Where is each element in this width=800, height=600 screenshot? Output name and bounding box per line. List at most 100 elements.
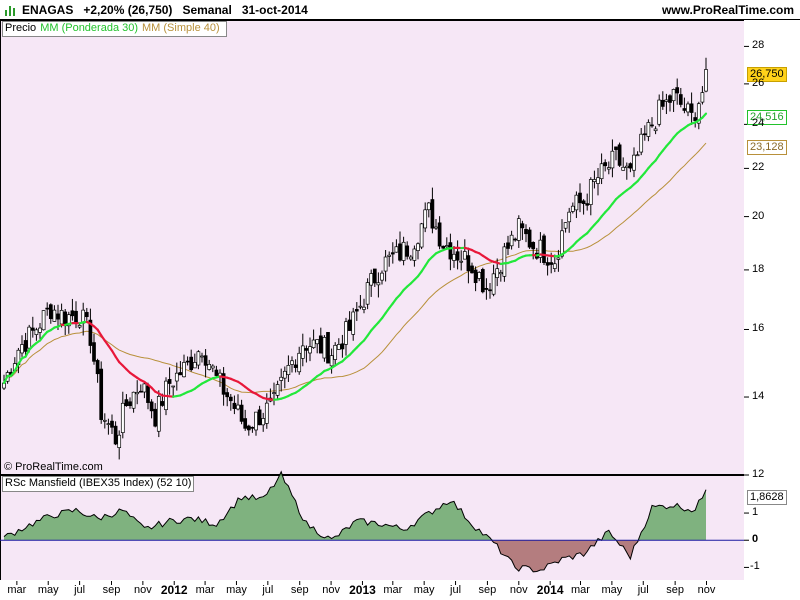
candle-body (470, 265, 474, 274)
candle-body (347, 319, 352, 331)
candle-body (225, 392, 230, 398)
candle-body (250, 426, 255, 429)
candle-body (686, 103, 690, 113)
mm30-segment (17, 357, 24, 365)
period-label: Semanal (182, 3, 232, 17)
candle-body (228, 396, 233, 402)
candle-body (30, 327, 35, 331)
candle-body (214, 369, 219, 376)
candle-body (455, 251, 460, 261)
candle-body (459, 260, 464, 263)
candle-body (416, 243, 420, 251)
time-tick-label: sep (290, 584, 309, 596)
candle-body (624, 165, 629, 168)
candle-body (362, 306, 366, 310)
time-tick-label: may (601, 584, 623, 596)
indicator-legend: RSc Mansfield (IBEX35 Index) (52 10) (2, 476, 195, 492)
rsc-positive-area (4, 471, 706, 541)
price-tick-label: 26 (752, 76, 765, 89)
candle-body (372, 268, 377, 284)
candle-body (48, 304, 53, 319)
candle-body (704, 69, 708, 92)
price-tick-label: 16 (752, 322, 765, 335)
header-info: ENAGAS +2,20% (26,750) Semanal 31-oct-20… (22, 3, 308, 17)
candle-body (23, 340, 28, 352)
candle-body (52, 309, 57, 322)
candle-body (610, 150, 615, 169)
candle-body (477, 272, 482, 279)
price-change: +2,20% (26,750) (83, 3, 173, 17)
candle-body (412, 248, 417, 261)
candle-body (671, 89, 676, 102)
candle-body (495, 268, 500, 278)
candle-body (660, 99, 665, 107)
candle-body (491, 273, 496, 295)
candle-body (516, 218, 521, 241)
symbol-name: ENAGAS (22, 3, 74, 17)
candle-body (322, 337, 327, 359)
candle-body (606, 167, 611, 170)
candle-body (527, 229, 532, 248)
candle-body (293, 364, 298, 368)
candle-body (488, 289, 492, 292)
candle-body (549, 262, 554, 265)
mm40-badge: 23,128 (747, 140, 787, 155)
candle-body (315, 339, 320, 345)
mm30-segment (110, 349, 117, 358)
time-tick-label: sep (478, 584, 497, 596)
candle-body (138, 390, 143, 393)
time-tick-label: jul (637, 584, 649, 596)
candle-body (588, 179, 593, 205)
bar-chart-icon (5, 6, 15, 16)
candle-body (444, 245, 449, 248)
mm30-segment (13, 362, 20, 372)
candle-body (286, 365, 291, 376)
candle-body (185, 360, 190, 363)
candle-body (621, 166, 626, 171)
candle-body (524, 228, 528, 235)
candle-body (124, 399, 129, 407)
candle-body (232, 402, 237, 409)
candle-body (66, 314, 71, 327)
time-tick-label: mar (383, 584, 403, 596)
candle-body (290, 360, 294, 365)
candle-body (560, 230, 564, 257)
candle-body (369, 273, 374, 286)
candle-body (131, 391, 136, 409)
time-tick-label: 2013 (349, 583, 376, 597)
candle-body (419, 223, 424, 248)
time-tick-label: may (226, 584, 247, 596)
candle-body (300, 345, 305, 359)
time-tick-label: jul (74, 584, 86, 596)
candle-body (192, 362, 197, 369)
candle-body (92, 342, 96, 362)
site-url[interactable]: www.ProRealTime.com (661, 3, 794, 17)
candle-body (581, 200, 586, 204)
candle-body (401, 241, 406, 261)
candle-body (236, 404, 240, 410)
candle-body (160, 401, 165, 406)
candle-body (304, 348, 309, 351)
candle-body (376, 282, 381, 286)
candle-body (653, 128, 658, 132)
candle-body (74, 310, 78, 324)
candle-body (110, 420, 114, 428)
candle-body (596, 177, 600, 184)
candle-body (520, 223, 525, 229)
price-panel[interactable] (0, 20, 745, 475)
candle-body (668, 95, 672, 103)
candle-body (509, 234, 514, 247)
time-tick-label: 2012 (160, 583, 188, 597)
candle-body (646, 122, 651, 137)
candle-body (113, 425, 118, 445)
candle-body (599, 163, 604, 180)
candle-body (585, 203, 590, 206)
candle-body (297, 352, 302, 373)
candle-body (430, 199, 435, 229)
price-tick-label: 24 (752, 117, 765, 130)
candle-body (632, 154, 636, 171)
candle-body (142, 383, 147, 393)
candle-body (628, 163, 633, 169)
mm30-segment (424, 259, 430, 268)
